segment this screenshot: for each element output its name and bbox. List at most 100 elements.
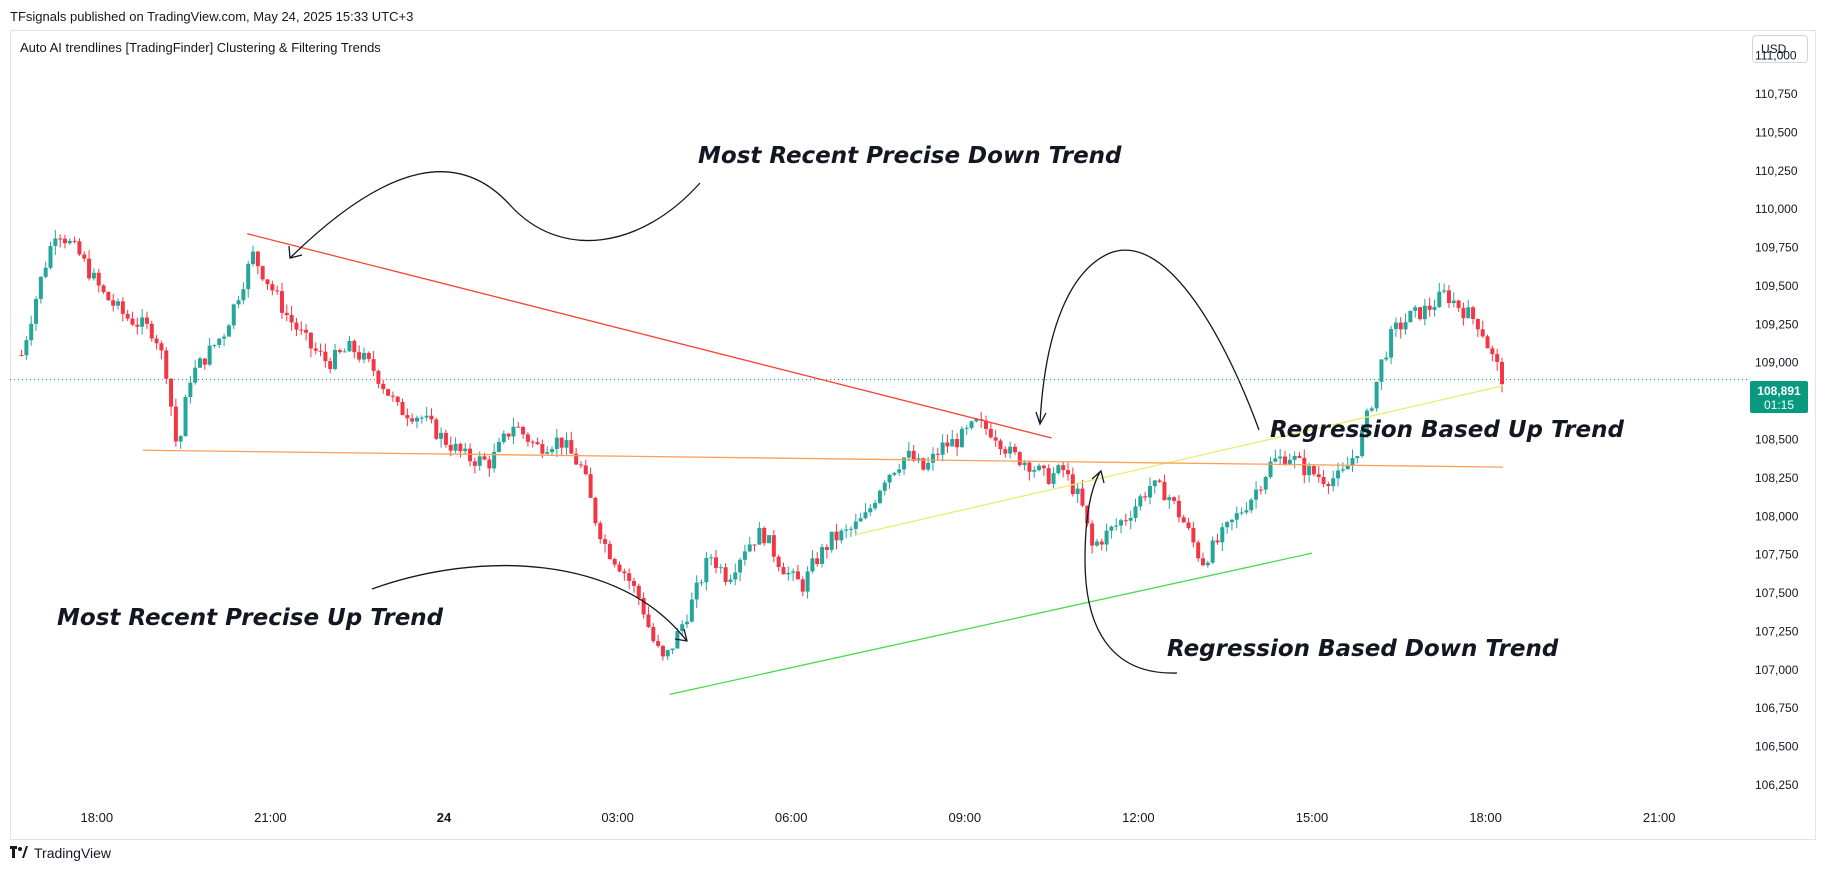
candle-body xyxy=(1466,307,1471,319)
candle-body xyxy=(955,439,960,448)
candle-body xyxy=(984,420,989,429)
candle-body xyxy=(1485,336,1490,349)
annotation-arrow-head xyxy=(1091,469,1105,484)
candle-body xyxy=(709,557,714,559)
candle-body xyxy=(1143,496,1148,498)
candle-body xyxy=(178,436,183,442)
regression-down-line[interactable] xyxy=(143,449,1503,468)
candle-body xyxy=(357,352,362,360)
candle-body xyxy=(1384,357,1389,360)
candle-body xyxy=(665,650,670,657)
time-tick-label: 21:00 xyxy=(1643,810,1676,825)
candle-body xyxy=(67,240,72,244)
candle-body xyxy=(72,240,77,242)
candle-body xyxy=(304,329,309,333)
price-tick-label: 107,750 xyxy=(1755,548,1799,562)
price-tick-label: 110,000 xyxy=(1755,202,1798,216)
candle-body xyxy=(670,648,675,651)
candle-body xyxy=(530,441,535,443)
candle-body xyxy=(217,338,222,345)
candle-body xyxy=(998,440,1003,450)
candle-body xyxy=(1152,480,1157,487)
indicator-title[interactable]: Auto AI trendlines [TradingFinder] Clust… xyxy=(20,40,381,55)
candle-body xyxy=(1326,483,1331,487)
candle-body xyxy=(1336,470,1341,479)
candle-body xyxy=(930,453,935,463)
candle-body xyxy=(1393,322,1398,330)
time-tick-label: 06:00 xyxy=(775,810,808,825)
candle-body xyxy=(906,450,911,458)
candle-body xyxy=(260,266,265,280)
candle-body xyxy=(1090,523,1095,546)
currency-button[interactable]: USD xyxy=(1752,35,1808,63)
candle-body xyxy=(1114,525,1119,527)
candle-body xyxy=(429,415,434,420)
candle-body xyxy=(193,367,198,383)
candle-body xyxy=(188,382,193,397)
candle-body xyxy=(752,544,757,546)
candle-body xyxy=(390,395,395,397)
candle-body xyxy=(926,462,931,470)
candle-body xyxy=(159,343,164,351)
candle-body xyxy=(313,348,318,351)
candle-body xyxy=(1480,329,1485,337)
down-trend-line[interactable] xyxy=(247,233,1052,439)
candle-body xyxy=(545,452,550,454)
candle-body xyxy=(588,474,593,498)
candle-body xyxy=(1239,512,1244,514)
candle-body xyxy=(347,340,352,352)
candle-body xyxy=(521,427,526,435)
candle-body xyxy=(781,567,786,575)
candle-body xyxy=(82,254,87,259)
candle-body xyxy=(62,238,67,244)
candle-body xyxy=(1027,462,1032,472)
candle-body xyxy=(1051,473,1056,484)
candle-body xyxy=(371,359,376,371)
candle-body xyxy=(333,349,338,370)
candle-body xyxy=(492,451,497,469)
candle-body xyxy=(231,304,236,326)
candle-body xyxy=(1302,457,1307,476)
candle-body xyxy=(1311,466,1316,475)
footer-brand[interactable]: TradingView xyxy=(10,845,111,861)
candle-body xyxy=(352,340,357,353)
time-tick-label: 24 xyxy=(437,810,452,825)
price-tick-label: 109,750 xyxy=(1755,241,1799,255)
candle-body xyxy=(1495,354,1500,363)
regression-up-line[interactable] xyxy=(854,385,1504,536)
candle-body xyxy=(718,567,723,569)
candle-body xyxy=(535,442,540,445)
candle-body xyxy=(554,437,559,450)
candle-body xyxy=(226,325,231,337)
candle-body xyxy=(839,530,844,541)
candle-body xyxy=(583,465,588,475)
up-trend-line[interactable] xyxy=(669,552,1313,696)
candle-body xyxy=(1461,307,1466,319)
price-tick-label: 108,250 xyxy=(1755,471,1799,485)
candle-body xyxy=(48,246,53,268)
candle-body xyxy=(323,351,328,362)
candle-body xyxy=(125,313,130,319)
candle-body xyxy=(1427,305,1432,310)
candle-body xyxy=(1176,500,1181,518)
candle-body xyxy=(1133,506,1138,518)
candle-body xyxy=(328,361,333,370)
annotation-arrow-head xyxy=(288,245,303,259)
candle-body xyxy=(1012,446,1017,453)
candle-body xyxy=(1278,456,1283,459)
candle-body xyxy=(1364,410,1369,430)
candle-body xyxy=(1297,455,1302,458)
candle-body xyxy=(1008,446,1013,454)
candle-body xyxy=(482,456,487,460)
time-tick-label: 03:00 xyxy=(601,810,634,825)
price-tick-label: 106,250 xyxy=(1755,778,1799,792)
candle-body xyxy=(197,358,202,368)
candle-body xyxy=(111,300,116,306)
candle-body xyxy=(236,300,241,305)
candle-body xyxy=(1442,290,1447,292)
annotation-regression-down: Regression Based Down Trend xyxy=(1167,636,1559,662)
candle-body xyxy=(1191,527,1196,543)
candle-body xyxy=(299,329,304,331)
annotation-arrow xyxy=(1084,471,1178,674)
